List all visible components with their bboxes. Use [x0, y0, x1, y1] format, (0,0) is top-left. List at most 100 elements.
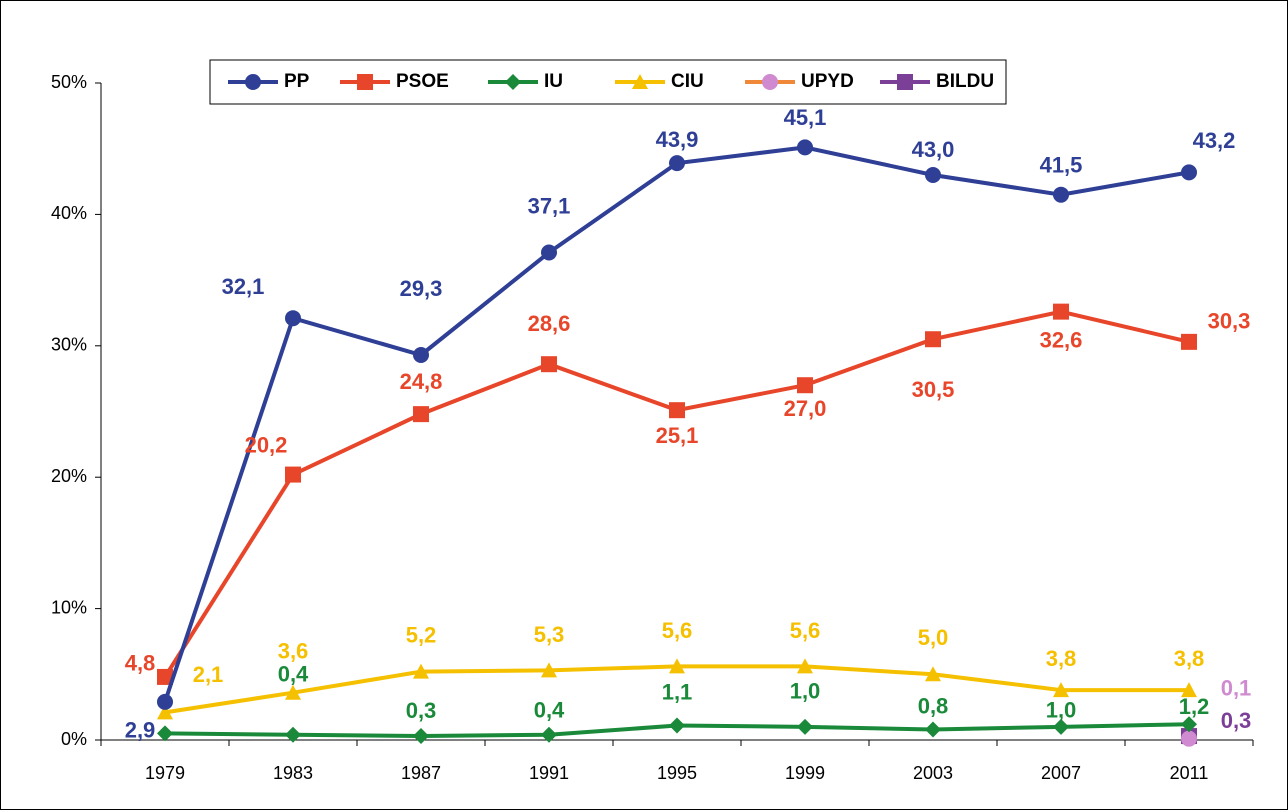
data-point: [157, 725, 173, 742]
data-label: 30,3: [1208, 309, 1251, 334]
data-label: 28,6: [528, 311, 571, 336]
data-point: [541, 244, 557, 261]
data-point: [925, 721, 941, 738]
legend-label: BILDU: [936, 71, 994, 92]
data-point: [541, 356, 557, 373]
x-tick-label: 1991: [529, 763, 569, 783]
data-label: 24,8: [400, 369, 443, 394]
data-point: [157, 704, 173, 720]
x-tick-label: 1999: [785, 763, 825, 783]
data-point: [925, 166, 941, 183]
data-label: 43,2: [1193, 128, 1236, 153]
data-point: [1053, 303, 1069, 320]
data-point: [413, 406, 429, 423]
data-point: [541, 662, 557, 678]
data-label: 41,5: [1040, 153, 1083, 178]
legend-label: PSOE: [396, 71, 449, 92]
data-point: [413, 346, 429, 363]
data-label: 20,2: [245, 432, 288, 457]
data-point: [1181, 333, 1197, 350]
data-point: [285, 726, 301, 743]
data-point: [925, 666, 941, 682]
data-point: [669, 155, 685, 172]
data-point: [1053, 718, 1069, 735]
data-point: [157, 668, 173, 685]
legend-marker: [505, 74, 521, 90]
legend-marker: [357, 74, 373, 90]
x-tick-label: 1979: [145, 763, 185, 783]
data-point: [541, 726, 557, 743]
data-label: 5,0: [918, 625, 949, 650]
y-tick-label: 20%: [51, 466, 87, 486]
data-label: 1,0: [1046, 698, 1077, 723]
legend-marker: [632, 74, 648, 89]
data-label: 3,6: [278, 639, 309, 664]
data-label: 1,1: [662, 679, 693, 704]
y-tick-label: 10%: [51, 597, 87, 617]
data-label: 32,1: [222, 274, 265, 299]
data-point: [925, 331, 941, 348]
data-label: 1,2: [1179, 694, 1210, 719]
y-tick-label: 40%: [51, 203, 87, 223]
data-point: [1181, 716, 1197, 733]
x-tick-label: 1987: [401, 763, 441, 783]
legend-marker: [897, 74, 913, 90]
data-label: 2,1: [193, 662, 224, 687]
data-point: [669, 658, 685, 674]
data-point: [1181, 682, 1197, 698]
data-label: 45,1: [784, 105, 827, 130]
data-point: [413, 663, 429, 679]
data-label: 3,8: [1046, 646, 1077, 671]
data-label: 3,8: [1174, 646, 1205, 671]
legend-marker: [245, 74, 261, 90]
data-label: 5,3: [534, 622, 565, 647]
data-label: 30,5: [912, 377, 955, 402]
data-label: 25,1: [656, 423, 699, 448]
legend-label: CIU: [671, 71, 704, 92]
data-point: [797, 658, 813, 674]
data-point: [157, 693, 173, 710]
data-point: [1053, 186, 1069, 203]
data-label: 27,0: [784, 396, 827, 421]
data-label: 37,1: [528, 193, 571, 218]
x-tick-label: 1995: [657, 763, 697, 783]
y-tick-label: 30%: [51, 335, 87, 355]
data-label: 5,2: [406, 622, 437, 647]
x-tick-label: 2007: [1041, 763, 1081, 783]
data-point: [1181, 164, 1197, 181]
data-point: [797, 718, 813, 735]
data-point: [285, 466, 301, 483]
data-point: [669, 717, 685, 734]
data-point: [797, 377, 813, 394]
y-tick-label: 0%: [61, 729, 87, 749]
legend-label: IU: [544, 71, 563, 92]
data-label: 0,3: [1221, 708, 1252, 733]
data-label: 29,3: [400, 276, 443, 301]
data-point: [1053, 682, 1069, 698]
data-point: [285, 310, 301, 327]
x-tick-label: 2011: [1170, 763, 1209, 783]
data-point: [669, 402, 685, 419]
data-point: [797, 139, 813, 156]
data-point: [285, 684, 301, 700]
y-tick-label: 50%: [51, 72, 87, 92]
data-label: 5,6: [790, 618, 821, 643]
legend-label: UPYD: [801, 71, 854, 92]
x-tick-label: 1983: [273, 763, 313, 783]
data-label: 4,8: [125, 651, 156, 676]
data-label: 0,4: [534, 698, 565, 723]
data-label: 43,9: [656, 127, 699, 152]
data-label: 2,9: [125, 718, 156, 743]
data-label: 0,1: [1221, 675, 1252, 700]
data-label: 0,4: [278, 662, 309, 687]
data-label: 5,6: [662, 618, 693, 643]
data-point: [413, 728, 429, 745]
data-label: 32,6: [1040, 327, 1083, 352]
data-label: 43,0: [912, 137, 955, 162]
legend-marker: [762, 74, 778, 90]
data-label: 1,0: [790, 679, 821, 704]
data-point: [1181, 730, 1197, 747]
data-label: 0,3: [406, 698, 437, 723]
